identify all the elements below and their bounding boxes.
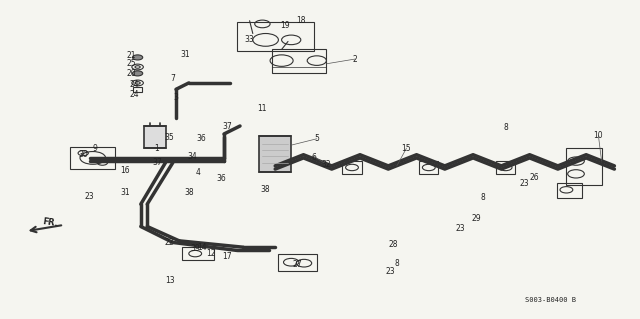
Text: 19: 19: [280, 21, 290, 30]
Bar: [342, 161, 362, 174]
Text: 39: 39: [190, 244, 200, 253]
Text: 28: 28: [389, 240, 398, 249]
Text: 23: 23: [456, 224, 466, 233]
Text: 2: 2: [353, 55, 358, 63]
Text: 18: 18: [296, 16, 305, 25]
Text: 36: 36: [196, 134, 207, 143]
Text: 22: 22: [165, 238, 174, 247]
Text: 13: 13: [164, 276, 175, 285]
Text: 15: 15: [401, 144, 412, 153]
Bar: [496, 161, 515, 174]
Bar: [419, 161, 438, 174]
Text: 31: 31: [180, 50, 191, 59]
Text: 31: 31: [120, 189, 130, 197]
Text: 12: 12: [207, 249, 216, 258]
Bar: [70, 147, 115, 169]
Text: S003-B0400 B: S003-B0400 B: [525, 297, 576, 303]
Text: 6: 6: [311, 153, 316, 162]
Text: 33: 33: [244, 35, 255, 44]
Text: 35: 35: [164, 133, 175, 142]
Text: 4: 4: [196, 168, 201, 177]
Text: 26: 26: [529, 173, 540, 182]
Text: 37: 37: [222, 122, 232, 130]
Text: 37: 37: [152, 158, 162, 167]
Bar: [566, 148, 602, 185]
Text: 9: 9: [92, 144, 97, 153]
Bar: [278, 254, 317, 271]
Bar: [237, 22, 314, 51]
Text: 7: 7: [170, 74, 175, 83]
Bar: [133, 87, 142, 92]
Text: 16: 16: [120, 166, 130, 175]
Text: 5: 5: [314, 134, 319, 143]
Bar: [182, 247, 214, 260]
Text: 29: 29: [472, 214, 482, 223]
Text: 23: 23: [84, 192, 95, 201]
Bar: [259, 136, 291, 172]
Text: 1: 1: [154, 144, 159, 153]
Text: 24: 24: [129, 80, 140, 89]
Text: 30: 30: [78, 150, 88, 159]
Circle shape: [132, 55, 143, 60]
Text: 10: 10: [593, 131, 604, 140]
Text: 32: 32: [321, 160, 332, 169]
Text: 36: 36: [216, 174, 226, 183]
Text: 23: 23: [520, 179, 530, 188]
Bar: [144, 126, 166, 148]
Text: 8: 8: [481, 193, 486, 202]
Text: 20: 20: [126, 69, 136, 78]
Text: 23: 23: [385, 267, 396, 276]
Text: 14: 14: [196, 243, 207, 252]
Bar: [272, 49, 326, 73]
Circle shape: [132, 71, 143, 76]
Text: 8: 8: [503, 123, 508, 132]
Text: 21: 21: [127, 51, 136, 60]
Text: 11: 11: [258, 104, 267, 113]
Text: 17: 17: [222, 252, 232, 261]
Text: 24: 24: [129, 90, 140, 99]
Text: 8: 8: [394, 259, 399, 268]
Text: FR.: FR.: [42, 217, 58, 228]
Text: 3: 3: [173, 93, 179, 102]
Text: 38: 38: [260, 185, 271, 194]
Bar: [557, 183, 582, 198]
Text: 27: 27: [292, 260, 303, 269]
Text: 34: 34: [187, 152, 197, 161]
Text: 25: 25: [126, 59, 136, 68]
Text: 38: 38: [184, 189, 194, 197]
